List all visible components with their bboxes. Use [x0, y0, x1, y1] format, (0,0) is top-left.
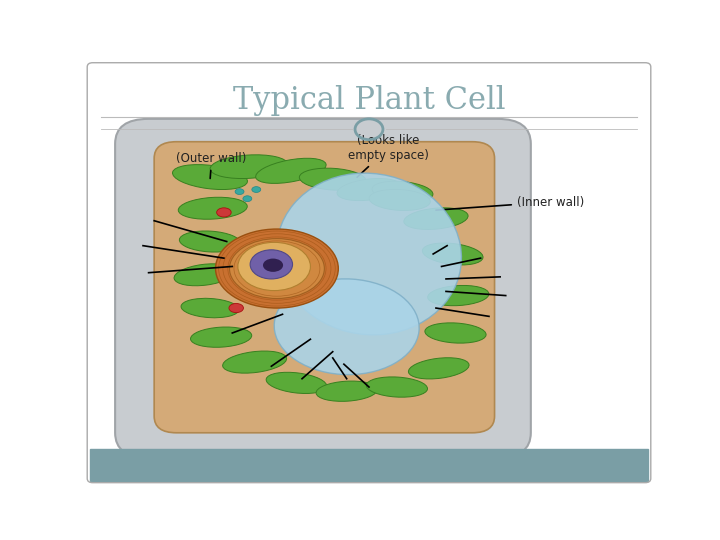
Ellipse shape	[300, 168, 366, 190]
Ellipse shape	[217, 208, 231, 217]
Ellipse shape	[235, 188, 244, 194]
Ellipse shape	[243, 196, 252, 201]
Ellipse shape	[191, 327, 252, 347]
Ellipse shape	[337, 179, 401, 200]
Ellipse shape	[238, 242, 310, 291]
Ellipse shape	[256, 158, 326, 184]
Bar	[90, 449, 648, 481]
Ellipse shape	[366, 377, 428, 397]
FancyBboxPatch shape	[154, 141, 495, 433]
Ellipse shape	[316, 381, 377, 401]
Ellipse shape	[179, 197, 247, 219]
Ellipse shape	[174, 264, 235, 286]
Ellipse shape	[250, 250, 292, 279]
Ellipse shape	[274, 279, 419, 375]
Ellipse shape	[372, 181, 433, 202]
FancyBboxPatch shape	[115, 119, 531, 458]
Ellipse shape	[210, 155, 288, 179]
Ellipse shape	[369, 190, 431, 211]
Ellipse shape	[276, 173, 462, 335]
Text: (Looks like
empty space): (Looks like empty space)	[348, 134, 429, 177]
Ellipse shape	[181, 298, 239, 318]
Ellipse shape	[222, 351, 287, 373]
Text: (Outer wall): (Outer wall)	[176, 152, 247, 178]
Ellipse shape	[425, 323, 486, 343]
Ellipse shape	[263, 259, 283, 272]
Ellipse shape	[266, 372, 327, 394]
Ellipse shape	[173, 165, 248, 190]
Ellipse shape	[179, 231, 240, 252]
Ellipse shape	[215, 229, 338, 308]
Ellipse shape	[404, 208, 468, 230]
Text: (Inner wall): (Inner wall)	[436, 195, 584, 210]
Ellipse shape	[230, 239, 324, 299]
Ellipse shape	[423, 243, 483, 265]
Ellipse shape	[428, 286, 489, 306]
Ellipse shape	[229, 303, 243, 313]
Ellipse shape	[408, 357, 469, 379]
Ellipse shape	[252, 187, 261, 192]
Text: Typical Plant Cell: Typical Plant Cell	[233, 85, 505, 116]
